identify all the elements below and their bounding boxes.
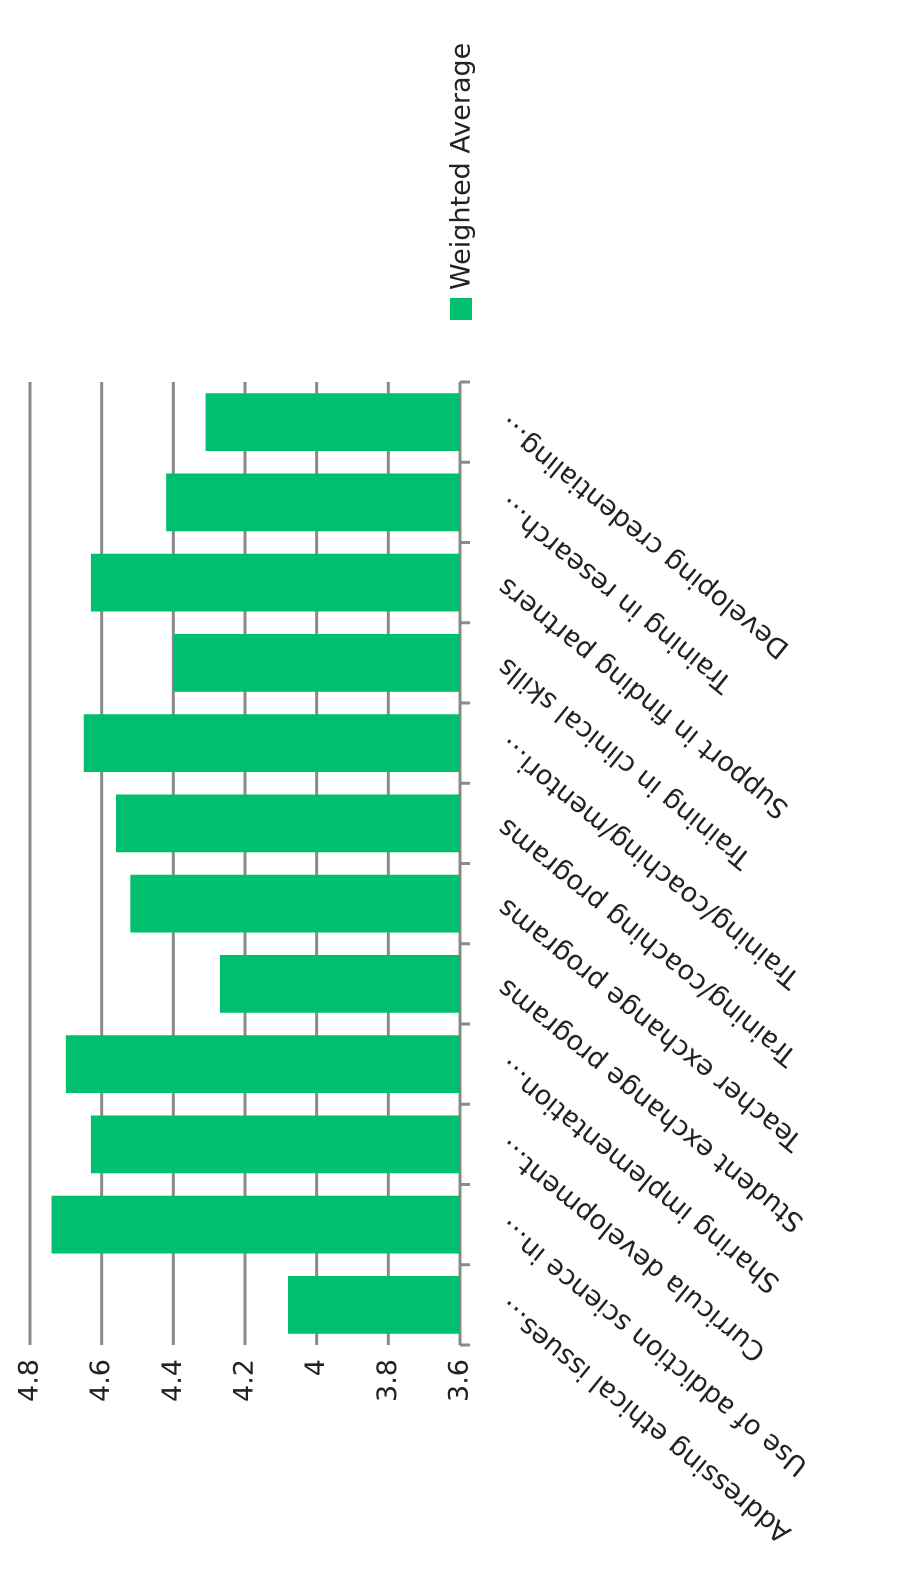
y-tick-label: 4.6 — [85, 1359, 116, 1402]
y-tick-label: 4.4 — [157, 1359, 188, 1402]
y-tick-label: 4 — [300, 1359, 331, 1376]
rotated-chart: 3.63.844.24.44.64.8 Addressing ethical is… — [14, 43, 814, 1549]
y-tick-label: 4.2 — [229, 1359, 260, 1402]
bar — [51, 1195, 460, 1254]
y-tick-label: 4.8 — [14, 1359, 45, 1402]
bar — [65, 1035, 460, 1094]
bar — [288, 1275, 460, 1334]
bar — [90, 1115, 461, 1174]
bar — [219, 954, 460, 1013]
bar — [90, 553, 461, 612]
bar — [116, 794, 460, 853]
legend-label: Weighted Average — [446, 43, 477, 290]
legend-swatch — [450, 298, 472, 320]
bar — [166, 473, 461, 532]
y-tick-label: 3.6 — [444, 1359, 475, 1402]
bar — [173, 633, 460, 692]
bar — [83, 714, 460, 773]
bar — [130, 874, 460, 933]
y-tick-label: 3.8 — [372, 1359, 403, 1402]
bar — [205, 393, 460, 452]
